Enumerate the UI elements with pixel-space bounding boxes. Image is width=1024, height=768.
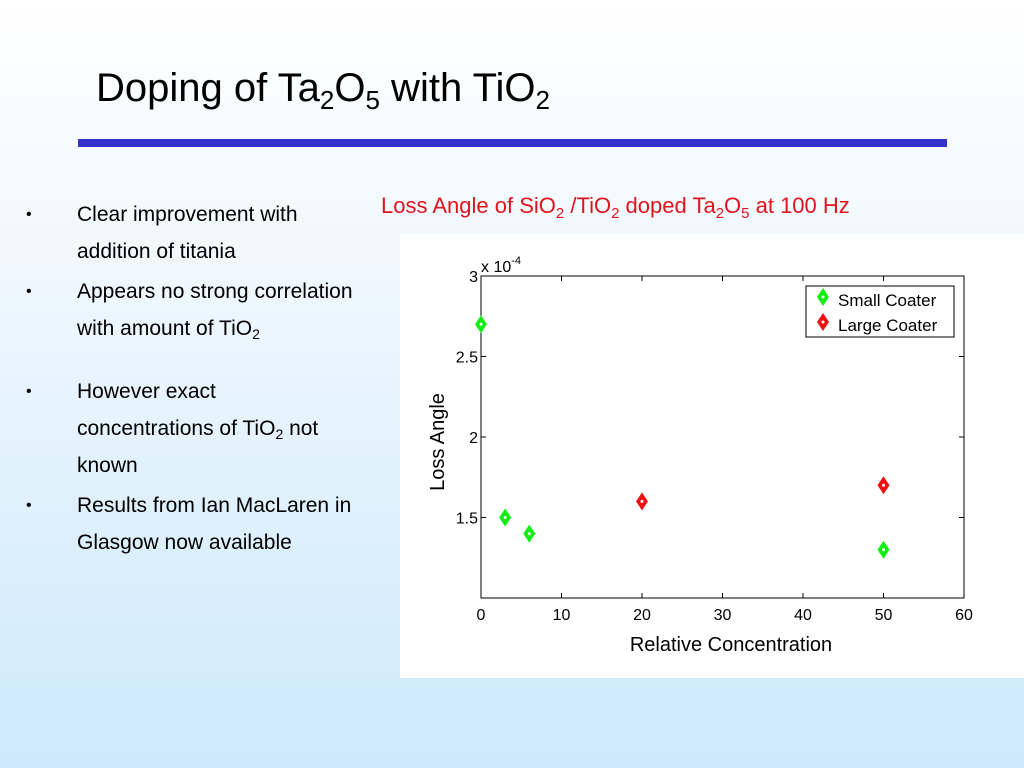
x-axis-label: Relative Concentration (630, 634, 832, 656)
chart-title: Loss Angle of SiO2 /TiO2 doped Ta2O5 at … (381, 193, 850, 222)
x-tick-label: 30 (714, 607, 732, 624)
legend: Small Coater Large Coater (805, 285, 955, 338)
x-tick-label: 0 (477, 607, 486, 624)
scatter-chart: 0 10 20 30 40 50 60 1.5 2 2.5 3 x 10-4 Relative Co… (427, 255, 973, 656)
legend-marker-dot (821, 320, 825, 324)
bullet-dot-icon: • (26, 497, 32, 514)
data-point-dot (503, 516, 507, 519)
x-tick-label: 20 (633, 607, 651, 624)
x-tick-label: 10 (553, 607, 571, 624)
y-tick-label: 1.5 (456, 511, 478, 528)
x-tick-label: 50 (875, 607, 893, 624)
legend-marker-dot (821, 295, 825, 299)
y-axis-label: Loss Angle (427, 393, 449, 491)
bullet-dot-icon: • (26, 206, 32, 223)
data-point-dot (882, 548, 885, 552)
bullet-item: • Clear improvement with addition of tit… (26, 196, 356, 270)
y-tick-label: 2 (469, 430, 478, 447)
bullet-item: • Results from Ian MacLaren in Glasgow n… (26, 487, 356, 561)
data-point-dot (527, 532, 531, 536)
legend-box (805, 285, 955, 338)
x-tick-label: 60 (955, 607, 973, 624)
data-point-dot (640, 499, 644, 503)
title-divider (78, 139, 947, 147)
chart-panel: 0 10 20 30 40 50 60 1.5 2 2.5 3 x 10-4 Relative Co… (400, 234, 1024, 678)
x-tick-label: 40 (794, 607, 812, 624)
bullet-item: • However exact concentrations of TiO2 n… (26, 373, 356, 484)
y-tick-label: 2.5 (456, 350, 478, 367)
bullet-dot-icon: • (26, 283, 32, 300)
y-tick-label: 3 (469, 269, 478, 286)
slide-title: Doping of Ta2O5 with TiO2 (96, 66, 550, 115)
y-multiplier-label: x 10-4 (481, 255, 521, 276)
data-point-dot (882, 483, 885, 487)
bullet-item: • Appears no strong correlation with amo… (26, 273, 356, 347)
bullet-list: • Clear improvement with addition of tit… (26, 196, 356, 564)
legend-label-large-coater: Large Coater (838, 316, 938, 335)
legend-label-small-coater: Small Coater (838, 291, 937, 310)
bullet-dot-icon: • (26, 383, 32, 400)
data-point-dot (479, 322, 483, 326)
